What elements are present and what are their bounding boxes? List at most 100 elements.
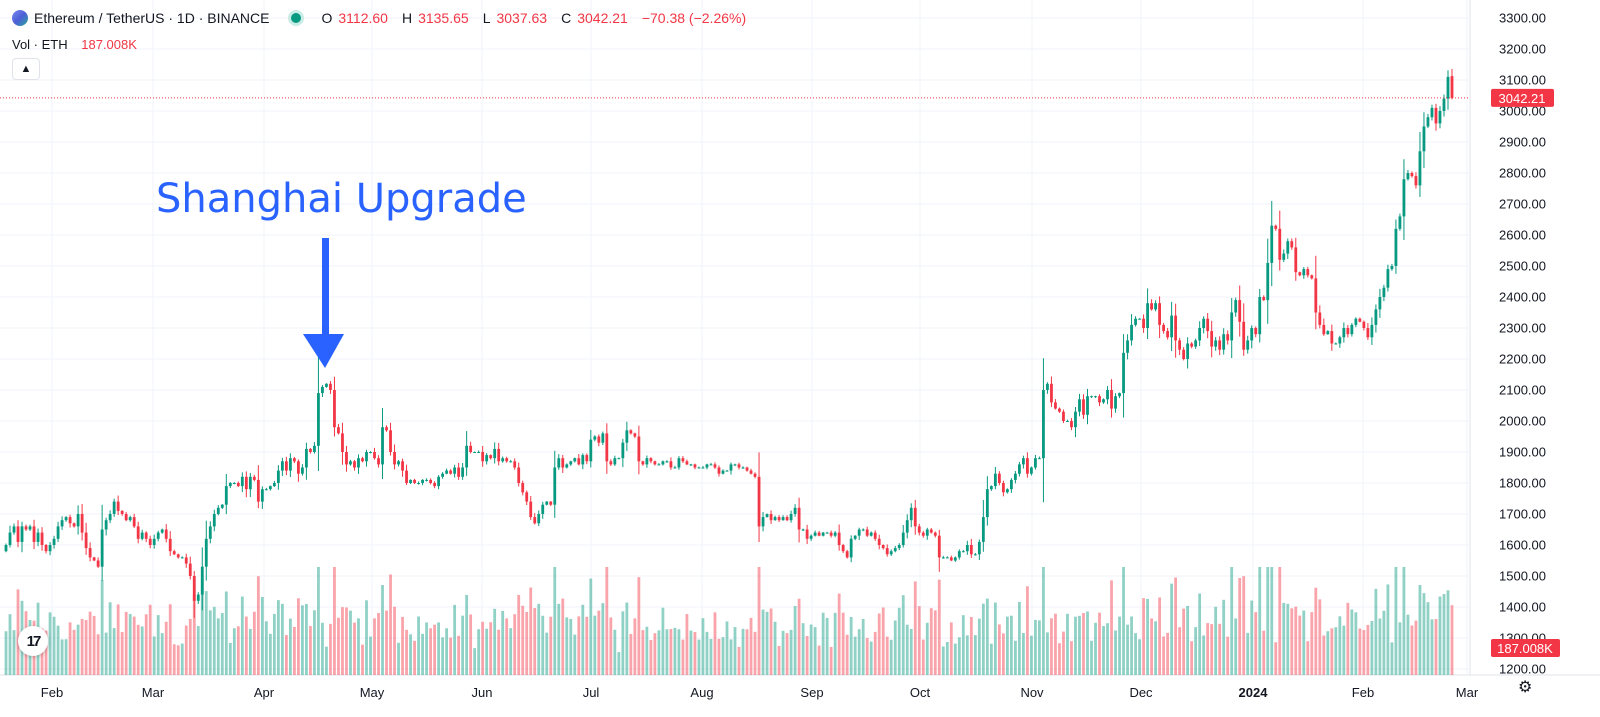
volume-bar xyxy=(649,639,653,675)
volume-bar xyxy=(345,607,348,675)
symbol-title[interactable]: Ethereum / TetherUS · 1D · BINANCE xyxy=(34,10,270,26)
price-tick-label: 2700.00 xyxy=(1499,197,1546,212)
volume-bar xyxy=(136,624,140,675)
collapse-legend-button[interactable]: ▲ xyxy=(12,58,40,80)
volume-bar xyxy=(1330,628,1334,675)
volume-label[interactable]: Vol · ETH xyxy=(12,37,68,52)
volume-bar xyxy=(1038,620,1041,675)
volume-bar xyxy=(729,639,733,675)
price-tick-label: 1200.00 xyxy=(1499,662,1546,677)
volume-bar xyxy=(1098,612,1101,675)
volume-bar xyxy=(1290,608,1294,675)
candle-body xyxy=(933,532,937,536)
volume-bar xyxy=(861,618,865,675)
candle-body xyxy=(897,545,901,549)
volume-bar xyxy=(56,625,60,675)
volume-bar xyxy=(905,624,909,675)
candle-body xyxy=(264,489,268,491)
volume-bar xyxy=(1034,619,1037,675)
candle-body xyxy=(160,529,164,533)
price-tick-label: 3200.00 xyxy=(1499,42,1546,57)
candle-body xyxy=(441,473,445,477)
candle-body xyxy=(961,551,965,553)
candle-body xyxy=(1186,343,1190,359)
candle-body xyxy=(1005,489,1009,493)
candle-body xyxy=(969,545,973,555)
volume-bar xyxy=(681,639,685,675)
candle-body xyxy=(1130,324,1133,341)
candle-body xyxy=(1346,328,1350,335)
candle-body xyxy=(305,448,308,468)
time-tick-label: Jun xyxy=(472,685,493,700)
volume-bar xyxy=(256,576,260,675)
volume-bar xyxy=(1030,635,1033,675)
volume-bar xyxy=(1254,612,1258,675)
candle-body xyxy=(989,486,993,490)
candle-body xyxy=(673,467,677,469)
annotation-text[interactable]: Shanghai Upgrade xyxy=(156,176,527,222)
price-tick-label: 1600.00 xyxy=(1499,538,1546,553)
volume-bar xyxy=(997,624,1001,675)
candle-body xyxy=(553,467,557,505)
candle-body xyxy=(661,461,665,465)
candle-body xyxy=(1354,318,1358,325)
time-tick-label: May xyxy=(360,685,385,700)
candle-body xyxy=(1202,318,1206,328)
volume-bar xyxy=(8,614,12,675)
volume-bar xyxy=(601,603,605,675)
volume-bar xyxy=(1198,593,1202,675)
volume-bar xyxy=(1162,636,1166,675)
candle-body xyxy=(509,461,513,463)
volume-bar xyxy=(689,630,693,675)
volume-bar xyxy=(220,613,224,675)
candle-body xyxy=(36,532,40,542)
candle-body xyxy=(200,566,204,595)
volume-bar xyxy=(1114,630,1117,675)
candle-body xyxy=(825,532,829,534)
candle-body xyxy=(377,458,380,465)
candle-body xyxy=(1410,173,1414,177)
volume-bar xyxy=(669,628,673,675)
time-tick-label: 2024 xyxy=(1239,685,1269,700)
volume-bar xyxy=(1218,623,1222,675)
candle-body xyxy=(1390,266,1394,270)
candle-body xyxy=(401,461,404,471)
volume-bar xyxy=(292,626,296,675)
tradingview-logo-icon[interactable]: 17 xyxy=(18,626,48,656)
candle-body xyxy=(657,464,661,466)
volume-bar xyxy=(1294,606,1298,675)
candle-body xyxy=(1178,340,1182,350)
volume-bar xyxy=(1246,632,1250,675)
volume-bar xyxy=(633,618,637,675)
volume-bar xyxy=(1050,618,1053,675)
candle-body xyxy=(517,467,521,483)
candle-body xyxy=(1122,352,1125,394)
candle-body xyxy=(1150,303,1153,310)
volume-bar xyxy=(697,639,701,675)
volume-bar xyxy=(76,624,80,675)
volume-bar xyxy=(272,613,276,675)
volume-bar xyxy=(565,617,569,675)
candle-body xyxy=(753,473,757,477)
volume-bar xyxy=(1334,627,1338,675)
candle-body xyxy=(1342,328,1346,338)
volume-bar xyxy=(445,628,449,675)
candle-body xyxy=(889,551,893,555)
candle-body xyxy=(761,517,765,527)
candle-body xyxy=(4,545,8,552)
volume-bar xyxy=(849,617,853,675)
volume-bar xyxy=(749,617,753,675)
candle-body xyxy=(1446,76,1450,99)
candle-body xyxy=(1382,287,1386,297)
candle-body xyxy=(96,560,100,567)
candle-body xyxy=(12,526,16,533)
volume-bar xyxy=(80,618,84,675)
candle-body xyxy=(561,458,565,468)
candle-body xyxy=(40,532,44,545)
gear-icon[interactable]: ⚙ xyxy=(1518,679,1533,696)
candle-body xyxy=(276,470,280,483)
volume-bar xyxy=(1150,618,1153,675)
volume-bar xyxy=(1282,602,1286,675)
